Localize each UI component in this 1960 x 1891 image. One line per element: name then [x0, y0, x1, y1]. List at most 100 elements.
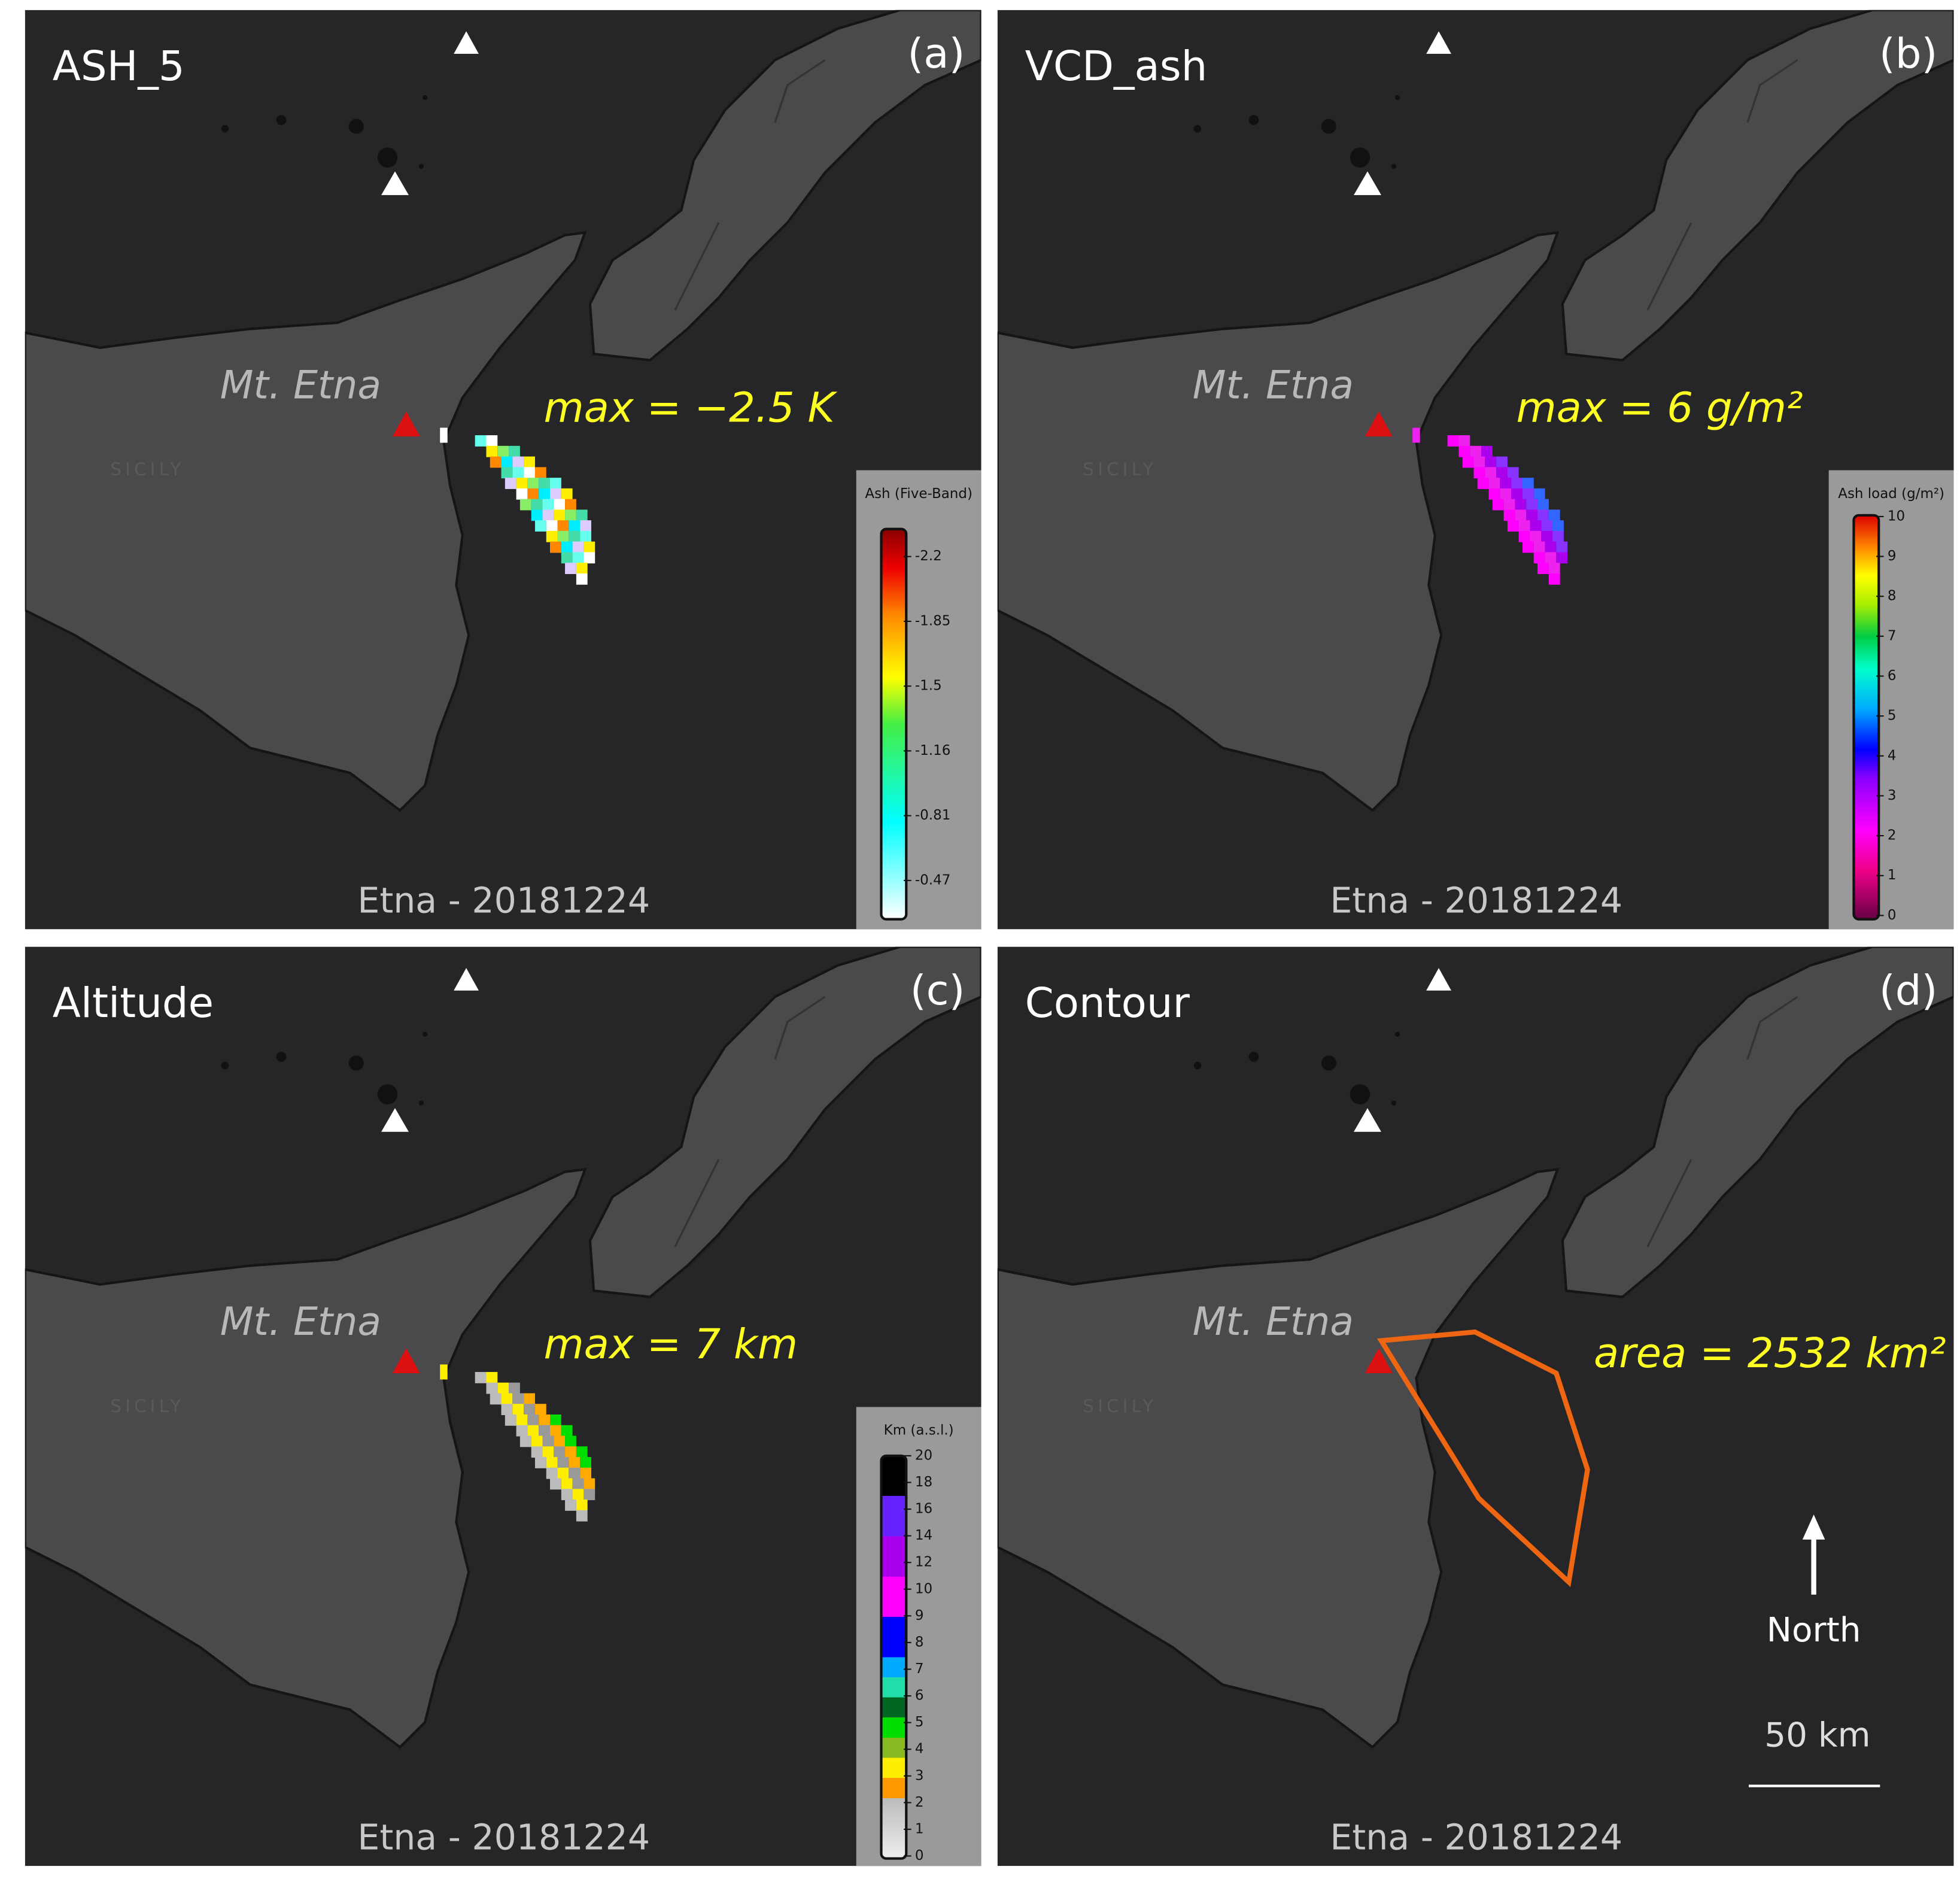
plume-pixel [565, 1446, 576, 1458]
plume-pixel [486, 1371, 498, 1383]
plume-pixel [524, 1393, 535, 1405]
plume-pixel [550, 1414, 561, 1426]
colorbar-title: Ash (Five-Band) [865, 486, 973, 502]
plume-pixel [1488, 478, 1500, 489]
plume-pixel [542, 499, 554, 511]
plume-pixel [531, 1435, 543, 1447]
plume-pixel [516, 478, 528, 489]
colorbar-tick-label: 9 [915, 1608, 924, 1623]
plume-pixel [440, 1364, 448, 1380]
plume-pixel [561, 1478, 573, 1490]
plume-pixel [1556, 541, 1568, 553]
colorbar-tick-label: 3 [915, 1768, 924, 1783]
plume-pixel [1473, 456, 1485, 468]
plume-pixel [565, 509, 576, 521]
plume-pixel [519, 499, 531, 511]
plume-pixel [572, 1489, 584, 1501]
place-label: Mt. Etna [1193, 1300, 1354, 1344]
plume-pixel [1537, 509, 1549, 521]
north-arrowhead [1802, 1514, 1825, 1540]
plume-pixel [501, 1393, 513, 1405]
plume-pixel [580, 1467, 591, 1479]
plume-pixel [1552, 520, 1564, 532]
plume-pixel [501, 1404, 513, 1416]
colorbar-tick-label: 10 [1888, 508, 1905, 524]
plume-pixel [550, 1478, 561, 1490]
colorbar-tick-label: 4 [1888, 748, 1897, 763]
plume-pixel [440, 427, 448, 443]
plume-pixel [1485, 456, 1497, 468]
plume-pixel [490, 1393, 502, 1405]
plume-pixel [550, 1425, 561, 1437]
plume-pixel [512, 1393, 524, 1405]
colorbar [880, 527, 908, 921]
plume-pixel [565, 1435, 576, 1447]
plume-pixel [557, 530, 569, 542]
plume-pixel [539, 1425, 551, 1437]
plume-pixel [1447, 435, 1459, 447]
plume-pixel [539, 478, 551, 489]
panel-letter: (c) [910, 967, 965, 1015]
plume-pixel [527, 1425, 539, 1437]
region-label: SICILY [110, 459, 184, 479]
colorbar-tick-label: 9 [1888, 548, 1897, 564]
plume-pixel [1511, 488, 1523, 500]
plume-pixel [576, 509, 588, 521]
plume-pixel [512, 456, 524, 468]
plume-pixel [1492, 499, 1504, 511]
plume-pixel [534, 467, 546, 479]
colorbar-tick-label: 16 [915, 1501, 932, 1517]
plume-pixel [565, 499, 576, 511]
plume-pixel [524, 467, 535, 479]
plume-pixel [557, 1457, 569, 1468]
plume-pixel [569, 530, 581, 542]
plume-pixel [527, 478, 539, 489]
plume-pixel [584, 1478, 595, 1490]
region-label: SICILY [1083, 1396, 1157, 1416]
colorbar-tick-label: -0.81 [915, 808, 950, 823]
plume-pixel [534, 520, 546, 532]
plume-pixel [475, 1371, 487, 1383]
plume-pixel [1507, 467, 1519, 479]
annotation: area = 2532 km² [1594, 1330, 1946, 1377]
plume-pixel [557, 520, 569, 532]
region-label: SICILY [1083, 459, 1157, 479]
plume-pixel [1545, 541, 1557, 553]
colorbar-box [856, 470, 981, 930]
colorbar-tick-label: 6 [915, 1688, 924, 1704]
plume-pixel [1530, 520, 1542, 532]
footer: Etna - 20181224 [1330, 1817, 1622, 1857]
plume-pixel [569, 1457, 581, 1468]
plume-pixel [1458, 445, 1470, 457]
plume-pixel [572, 541, 584, 553]
colorbar-tick-label: 5 [915, 1714, 924, 1730]
plume-pixel [1537, 499, 1549, 511]
colorbar-tick-label: 1 [915, 1821, 924, 1837]
annotation: max = 6 g/m² [1517, 384, 1803, 432]
colorbar [880, 1454, 908, 1860]
colorbar-tick-label: -1.16 [915, 743, 950, 758]
plume-pixel [576, 1510, 588, 1522]
plume-pixel [580, 1457, 591, 1468]
plume-pixel [550, 488, 561, 500]
plume-pixel [509, 445, 520, 457]
plume-pixel [576, 1500, 588, 1511]
plume-pixel [550, 478, 561, 489]
plume-pixel [516, 488, 528, 500]
plume-pixel [1485, 467, 1497, 479]
plume-pixel [561, 1425, 573, 1437]
plume-pixel [546, 1457, 558, 1468]
colorbar [1852, 514, 1880, 921]
colorbar-tick-label: 10 [915, 1581, 932, 1596]
plume-pixel [1533, 541, 1545, 553]
north-label: North [1767, 1611, 1861, 1650]
plume-pixel [580, 530, 591, 542]
plume-pixel [1522, 478, 1534, 489]
colorbar-box [856, 1407, 981, 1866]
plume-pixel [1518, 530, 1530, 542]
colorbar-tick-label: 12 [915, 1555, 932, 1570]
plume-pixel [490, 456, 502, 468]
plume-pixel [561, 1489, 573, 1501]
colorbar-tick-label: 7 [915, 1661, 924, 1677]
plume-pixel [1477, 478, 1489, 489]
